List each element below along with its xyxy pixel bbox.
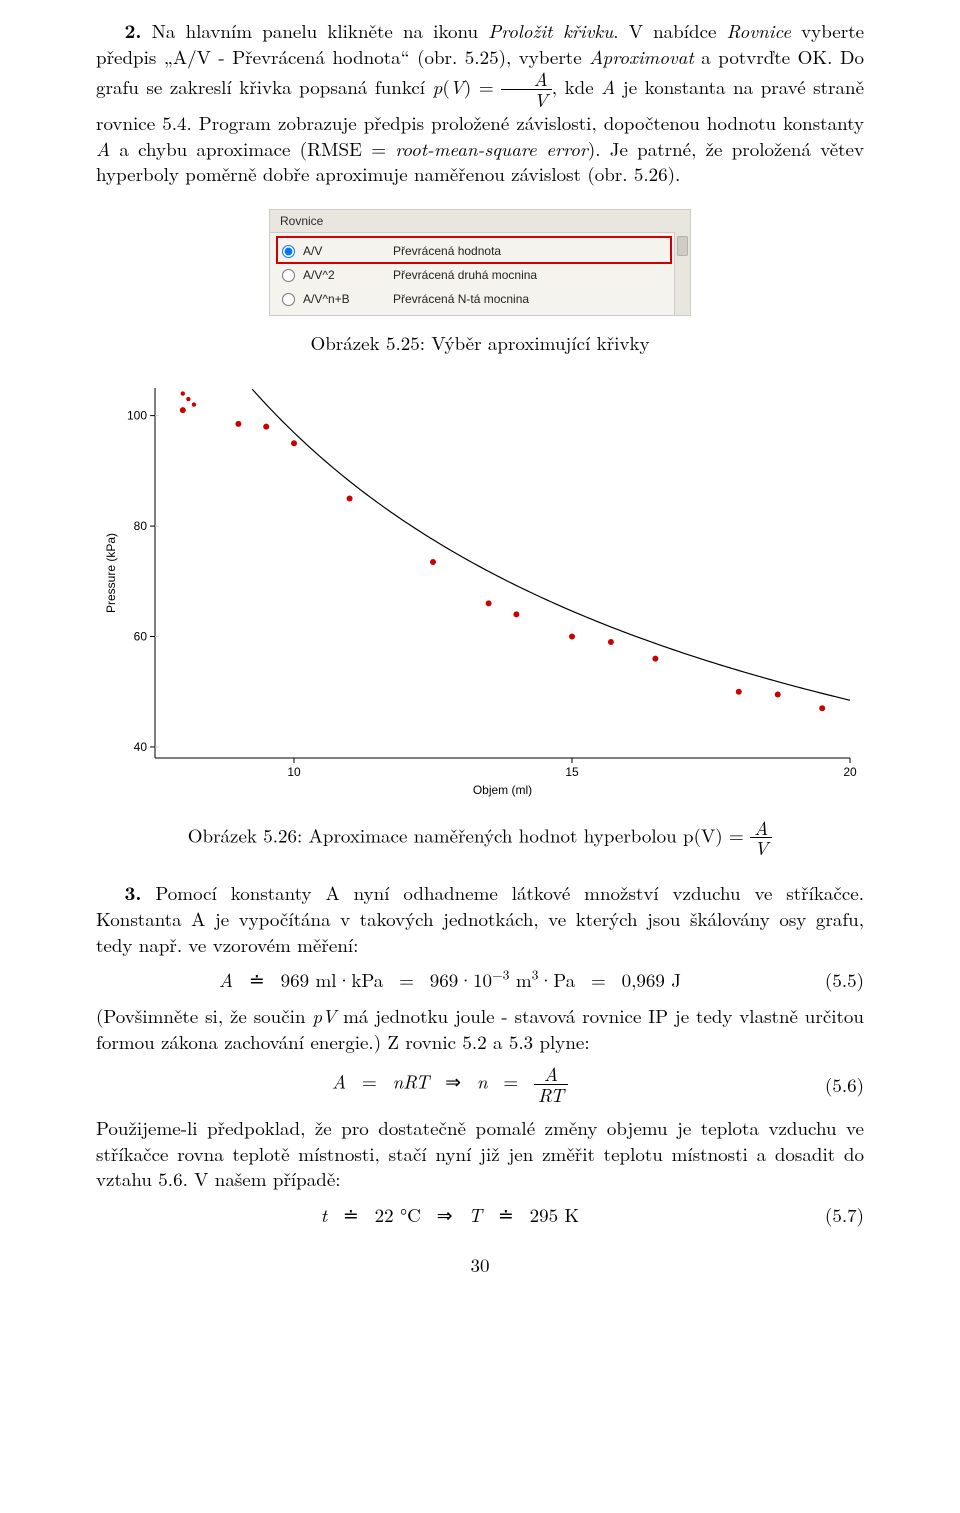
equation-5-7: t ≐ 22 °C ⇒ T ≐ 295 K (5.7) xyxy=(96,1202,864,1228)
eq55-num: (5.5) xyxy=(804,967,864,993)
opt1-col2: Převrácená druhá mocnina xyxy=(393,267,682,283)
radio-avn[interactable] xyxy=(282,293,295,306)
equation-5-5: A ≐ 969 ml·kPa = 969·10−3 m3·Pa = 0,969 … xyxy=(96,967,864,993)
eq57-num: (5.7) xyxy=(804,1202,864,1228)
radio-av2[interactable] xyxy=(282,269,295,282)
svg-text:80: 80 xyxy=(134,519,148,533)
svg-text:60: 60 xyxy=(134,629,148,643)
svg-text:Objem (ml): Objem (ml) xyxy=(473,783,532,797)
svg-text:15: 15 xyxy=(565,765,579,779)
opt0-col1: A/V xyxy=(303,243,393,259)
chart-svg: 40 60 80 100 10 15 20 Objem (ml) Pressure (kPa) xyxy=(100,378,860,798)
dialog-title: Rovnice xyxy=(270,210,690,233)
step-number-3: 3. xyxy=(125,878,142,906)
cap526-den: V xyxy=(750,838,772,858)
para-step3b: (Povšimněte si, že součin pV má jednotku… xyxy=(96,1003,864,1054)
eq57-body: t ≐ 22 °C ⇒ T ≐ 295 K xyxy=(96,1202,804,1228)
cap526-text: Obrázek 5.26: Aproximace naměřených hodn… xyxy=(188,821,750,848)
screenshot-rovnice-dialog: Rovnice A/V Převrácená hodnota A/V^2 Pře… xyxy=(269,209,691,316)
svg-text:100: 100 xyxy=(127,409,147,423)
option-row-1[interactable]: A/V^2 Převrácená druhá mocnina xyxy=(278,263,682,287)
svg-text:Pressure (kPa): Pressure (kPa) xyxy=(104,533,118,613)
svg-text:10: 10 xyxy=(287,765,301,779)
eq55-body: A ≐ 969 ml·kPa = 969·10−3 m3·Pa = 0,969 … xyxy=(96,967,804,993)
eq56-num: (5.6) xyxy=(804,1072,864,1098)
para-step3a: 3. Pomocí konstanty A nyní odhadneme lát… xyxy=(96,880,864,957)
page: 2. Na hlavním panelu klikněte na ikonu P… xyxy=(0,0,960,1307)
cap526-frac: A V xyxy=(750,818,772,859)
scrollbar[interactable] xyxy=(674,232,690,315)
caption-5-26: Obrázek 5.26: Aproximace naměřených hodn… xyxy=(96,818,864,859)
svg-text:40: 40 xyxy=(134,740,148,754)
opt1-col1: A/V^2 xyxy=(303,267,393,283)
opt2-col2: Převrácená N-tá mocnina xyxy=(393,291,682,307)
step-number-2: 2. xyxy=(125,16,142,44)
para-step3c: Použijeme-li předpoklad, že pro dostateč… xyxy=(96,1115,864,1192)
page-number: 30 xyxy=(96,1252,864,1278)
para3a-text: Pomocí konstanty A nyní odhadneme látkov… xyxy=(96,879,864,957)
radio-av[interactable] xyxy=(282,245,295,258)
equation-5-6: A = nRT ⇒ n = A RT (5.6) xyxy=(96,1064,864,1105)
opt2-col1: A/V^n+B xyxy=(303,291,393,307)
option-row-0[interactable]: A/V Převrácená hodnota xyxy=(278,239,682,263)
option-row-2[interactable]: A/V^n+B Převrácená N-tá mocnina xyxy=(278,287,682,311)
dialog-body: A/V Převrácená hodnota A/V^2 Převrácená … xyxy=(270,233,690,315)
para-step2: 2. Na hlavním panelu klikněte na ikonu P… xyxy=(96,18,864,187)
opt0-col2: Převrácená hodnota xyxy=(393,243,682,259)
para1-text: Na hlavním panelu klikněte na ikonu Prol… xyxy=(96,17,864,187)
caption-5-25: Obrázek 5.25: Výběr aproximující křivky xyxy=(96,330,864,356)
eq56-frac-d: RT xyxy=(534,1085,568,1105)
svg-text:20: 20 xyxy=(843,765,857,779)
scrollbar-thumb[interactable] xyxy=(677,236,688,256)
chart-5-26: 40 60 80 100 10 15 20 Objem (ml) Pressure (kPa) xyxy=(100,378,860,804)
eq56-body: A = nRT ⇒ n = A RT xyxy=(96,1064,804,1105)
